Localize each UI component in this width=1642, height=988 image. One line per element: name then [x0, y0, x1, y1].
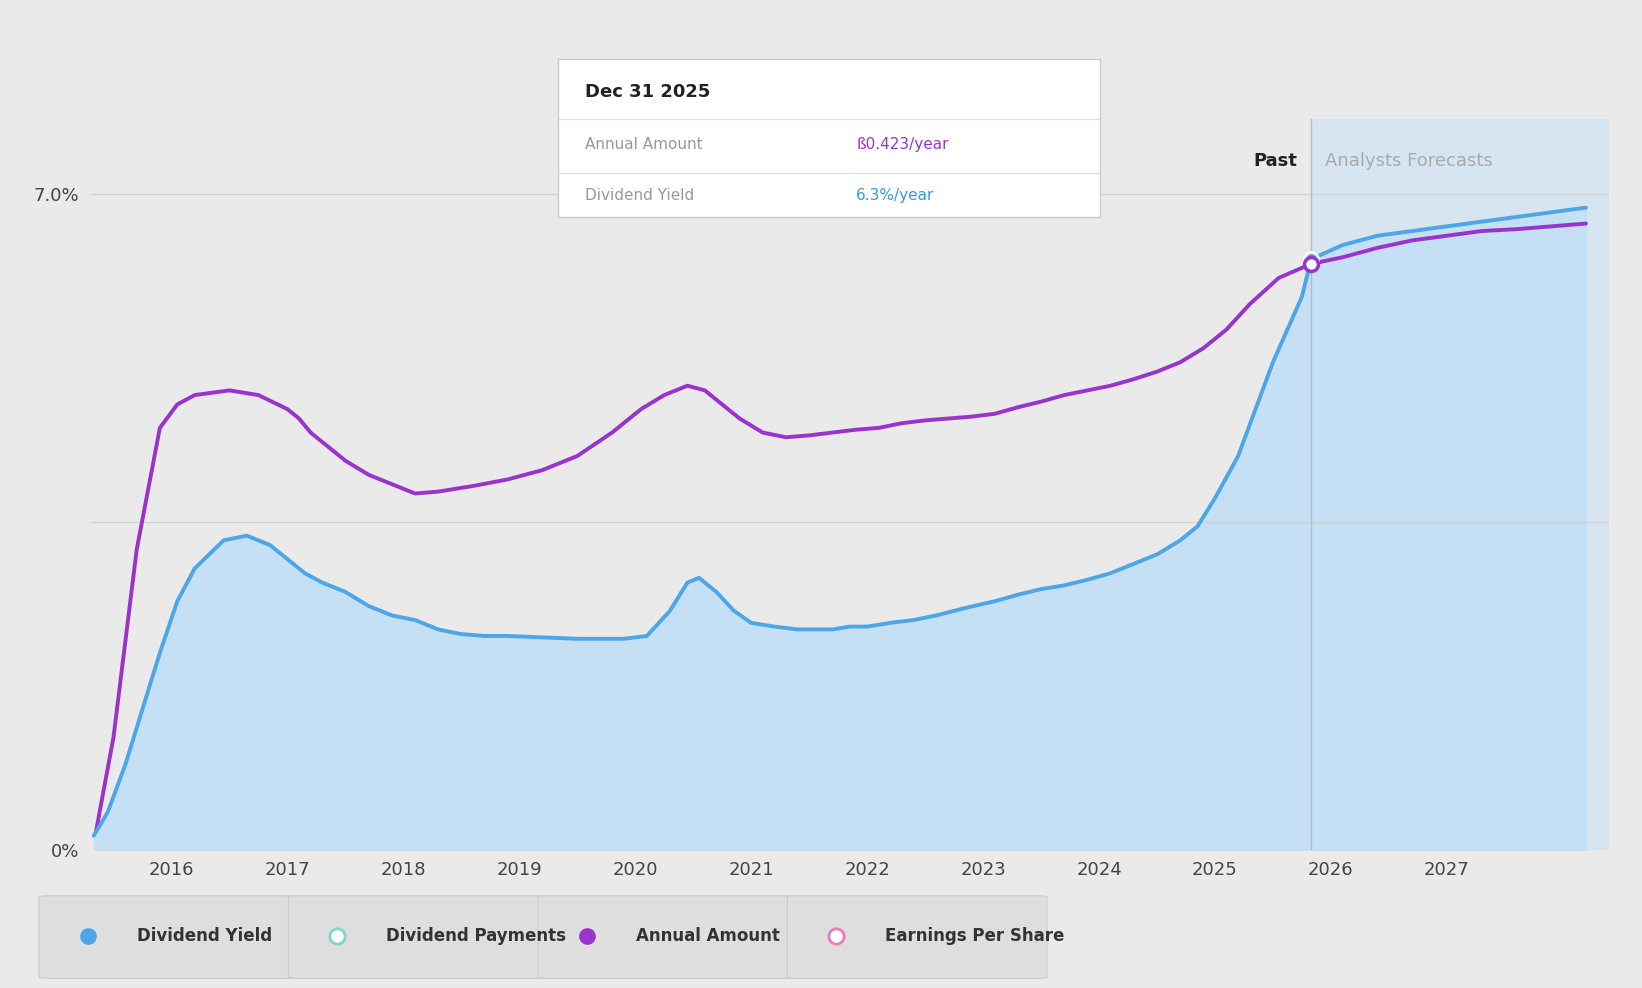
- Text: Past: Past: [1253, 152, 1297, 170]
- Text: Dividend Yield: Dividend Yield: [585, 188, 695, 203]
- Text: 6.3%/year: 6.3%/year: [857, 188, 934, 203]
- Text: Earnings Per Share: Earnings Per Share: [885, 927, 1064, 946]
- Text: Dividend Yield: Dividend Yield: [136, 927, 273, 946]
- Text: Annual Amount: Annual Amount: [585, 137, 703, 152]
- Text: Analysts Forecasts: Analysts Forecasts: [1325, 152, 1493, 170]
- Text: ß0.423/year: ß0.423/year: [857, 137, 949, 152]
- Text: Annual Amount: Annual Amount: [635, 927, 780, 946]
- FancyBboxPatch shape: [39, 896, 299, 978]
- FancyBboxPatch shape: [289, 896, 548, 978]
- FancyBboxPatch shape: [539, 896, 798, 978]
- Text: Dividend Payments: Dividend Payments: [386, 927, 566, 946]
- FancyBboxPatch shape: [788, 896, 1048, 978]
- Text: Dec 31 2025: Dec 31 2025: [585, 83, 711, 101]
- Bar: [1312, 119, 1609, 850]
